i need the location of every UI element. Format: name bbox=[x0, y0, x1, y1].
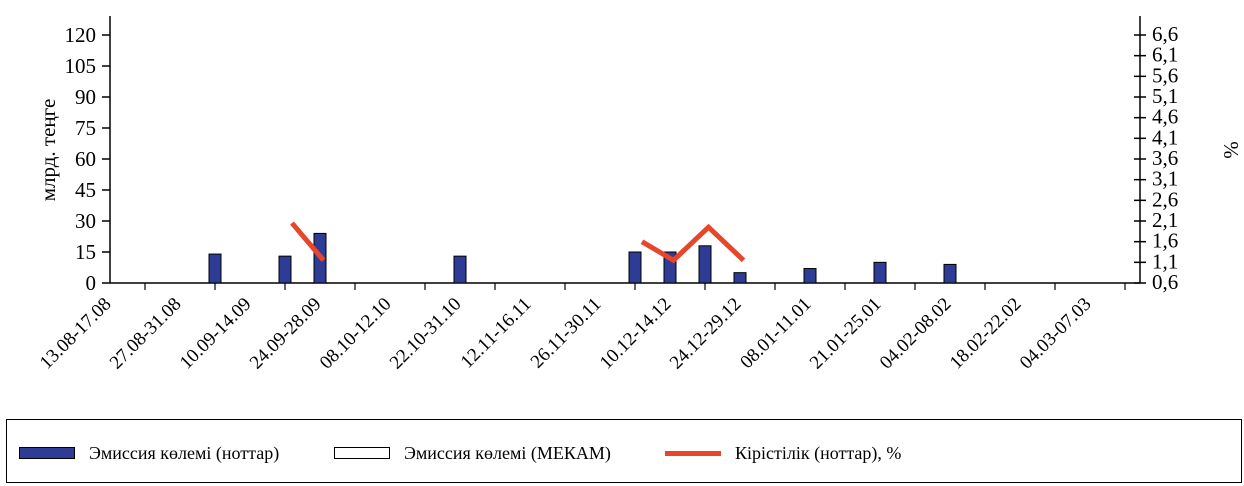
left-y-axis: 0 15 30 45 60 75 90 105 120 bbox=[65, 16, 111, 295]
x-axis-category-label: 08.10-12.10 bbox=[316, 294, 396, 374]
legend-label: Эмиссия көлемі (ноттар) bbox=[89, 442, 280, 463]
right-axis-tick-label: 6,6 bbox=[1152, 22, 1178, 46]
left-axis-tick-label: 30 bbox=[75, 209, 96, 233]
bar bbox=[733, 272, 747, 284]
x-axis-category-label: 13.08-17.08 bbox=[36, 294, 116, 374]
x-axis-category-label: 08.01-11.01 bbox=[736, 294, 815, 373]
bar bbox=[803, 268, 817, 284]
right-axis-tick-label: 0,6 bbox=[1152, 270, 1178, 294]
bar bbox=[698, 245, 712, 284]
bar-series bbox=[208, 232, 957, 284]
x-axis-category-label: 12.11-16.11 bbox=[457, 294, 536, 373]
chart-svg: 0 15 30 45 60 75 90 105 120 0,61,11,62,12,63,13,… bbox=[36, 16, 1243, 374]
x-axis-category-label: 22.10-31.10 bbox=[386, 294, 466, 374]
bar bbox=[873, 261, 887, 284]
left-axis-tick-label: 60 bbox=[75, 147, 96, 171]
right-axis-tick-label: 4,6 bbox=[1152, 105, 1178, 129]
right-axis-tick-label: 3,1 bbox=[1152, 167, 1178, 191]
yield-line bbox=[640, 223, 746, 264]
legend-swatch-bar bbox=[19, 447, 75, 459]
right-y-axis: 0,61,11,62,12,63,13,64,14,65,15,66,16,6 bbox=[1134, 16, 1178, 294]
right-axis-title: % bbox=[1219, 141, 1243, 159]
right-axis-tick-label: 2,1 bbox=[1152, 208, 1178, 232]
x-axis-category-label: 21.01-25.01 bbox=[806, 294, 886, 374]
bar bbox=[943, 263, 957, 284]
x-axis: 13.08-17.0827.08-31.0810.09-14.0924.09-2… bbox=[36, 282, 1140, 374]
legend-label: Кірістілік (ноттар), % bbox=[735, 442, 902, 463]
legend-swatch-empty bbox=[334, 447, 390, 459]
left-axis-tick-label: 90 bbox=[75, 85, 96, 109]
left-axis-tick-label: 120 bbox=[65, 23, 97, 47]
bar bbox=[628, 251, 642, 284]
right-axis-tick-label: 5,6 bbox=[1152, 63, 1178, 87]
bar bbox=[278, 255, 292, 284]
bar bbox=[453, 255, 467, 284]
left-axis-tick-label: 15 bbox=[75, 240, 96, 264]
left-axis-tick-label: 75 bbox=[75, 116, 96, 140]
right-axis-tick-label: 5,1 bbox=[1152, 84, 1178, 108]
left-axis-title: млрд. теңге bbox=[36, 99, 60, 202]
line-series bbox=[290, 221, 746, 264]
x-axis-category-label: 27.08-31.08 bbox=[106, 294, 186, 374]
x-axis-category-label: 10.12-14.12 bbox=[596, 294, 676, 374]
left-axis-tick-label: 105 bbox=[65, 54, 97, 78]
x-axis-category-label: 26.11-30.11 bbox=[527, 294, 606, 373]
left-axis-tick-label: 0 bbox=[86, 271, 97, 295]
right-axis-tick-label: 1,1 bbox=[1152, 249, 1178, 273]
legend-item-yield: Кірістілік (ноттар), % bbox=[665, 440, 901, 466]
bar bbox=[208, 253, 222, 284]
right-axis-tick-label: 2,6 bbox=[1152, 187, 1178, 211]
x-axis-category-label: 04.03-07.03 bbox=[1016, 294, 1096, 374]
legend-swatch-line bbox=[665, 450, 721, 456]
right-axis-tick-label: 3,6 bbox=[1152, 146, 1178, 170]
x-axis-category-label: 10.09-14.09 bbox=[176, 294, 256, 374]
right-axis-tick-label: 4,1 bbox=[1152, 125, 1178, 149]
legend-item-mekam-volume: Эмиссия көлемі (МЕКАМ) bbox=[334, 440, 611, 466]
x-axis-category-label: 18.02-22.02 bbox=[946, 294, 1026, 374]
x-axis-category-label: 04.02-08.02 bbox=[876, 294, 956, 374]
left-axis-tick-label: 45 bbox=[75, 178, 96, 202]
legend-label: Эмиссия көлемі (МЕКАМ) bbox=[404, 442, 611, 463]
yield-line bbox=[290, 221, 326, 262]
legend-item-notes-volume: Эмиссия көлемі (ноттар) bbox=[19, 440, 279, 466]
x-axis-category-label: 24.12-29.12 bbox=[666, 294, 746, 374]
right-axis-tick-label: 6,1 bbox=[1152, 43, 1178, 67]
legend: Эмиссия көлемі (ноттар) Эмиссия көлемі (… bbox=[6, 419, 1242, 483]
right-axis-tick-label: 1,6 bbox=[1152, 229, 1178, 253]
x-axis-category-label: 24.09-28.09 bbox=[246, 294, 326, 374]
